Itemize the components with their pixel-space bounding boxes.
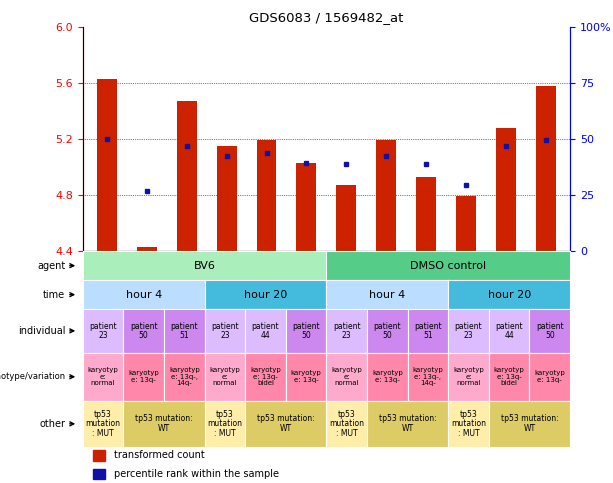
Text: tp53
mutation
: MUT: tp53 mutation : MUT — [86, 410, 121, 438]
Text: transformed count: transformed count — [115, 451, 205, 460]
Bar — [256, 140, 276, 251]
Bar — [93, 469, 105, 479]
Text: tp53 mutation:
WT: tp53 mutation: WT — [379, 414, 436, 433]
Text: other: other — [39, 419, 66, 429]
Text: patient
51: patient 51 — [170, 322, 198, 340]
Text: tp53 mutation:
WT: tp53 mutation: WT — [501, 414, 558, 433]
Text: karyotyp
e: 13q-: karyotyp e: 13q- — [535, 370, 565, 383]
Text: BV6: BV6 — [194, 261, 216, 270]
Text: karyotyp
e: 13q-,
14q-: karyotyp e: 13q-, 14q- — [413, 367, 443, 386]
Text: karyotyp
e: 13q-: karyotyp e: 13q- — [372, 370, 403, 383]
Bar — [93, 450, 105, 461]
Text: tp53
mutation
: MUT: tp53 mutation : MUT — [451, 410, 486, 438]
Title: GDS6083 / 1569482_at: GDS6083 / 1569482_at — [249, 11, 403, 24]
Text: patient
23: patient 23 — [333, 322, 360, 340]
Bar — [97, 79, 116, 251]
Text: patient
50: patient 50 — [130, 322, 158, 340]
Bar — [496, 128, 516, 251]
Text: patient
44: patient 44 — [252, 322, 280, 340]
Text: hour 4: hour 4 — [369, 290, 405, 299]
Bar — [137, 247, 157, 251]
Text: hour 20: hour 20 — [244, 290, 287, 299]
Text: karyotyp
e:
normal: karyotyp e: normal — [332, 367, 362, 386]
Text: patient
50: patient 50 — [373, 322, 401, 340]
Text: patient
23: patient 23 — [455, 322, 482, 340]
Bar — [216, 146, 237, 251]
Text: hour 4: hour 4 — [126, 290, 162, 299]
Bar — [376, 140, 397, 251]
Text: genotype/variation: genotype/variation — [0, 372, 66, 381]
Text: karyotyp
e:
normal: karyotyp e: normal — [88, 367, 118, 386]
Bar — [337, 185, 356, 251]
Text: karyotyp
e: 13q-: karyotyp e: 13q- — [128, 370, 159, 383]
Text: karyotyp
e: 13q-
bidel: karyotyp e: 13q- bidel — [494, 367, 525, 386]
Text: karyotyp
e: 13q-,
14q-: karyotyp e: 13q-, 14q- — [169, 367, 200, 386]
Text: DMSO control: DMSO control — [410, 261, 486, 270]
Text: patient
44: patient 44 — [495, 322, 523, 340]
Text: tp53 mutation:
WT: tp53 mutation: WT — [135, 414, 193, 433]
Text: tp53
mutation
: MUT: tp53 mutation : MUT — [329, 410, 364, 438]
Bar — [456, 197, 476, 251]
Text: tp53
mutation
: MUT: tp53 mutation : MUT — [207, 410, 242, 438]
Text: patient
23: patient 23 — [89, 322, 117, 340]
Text: karyotyp
e: 13q-
bidel: karyotyp e: 13q- bidel — [250, 367, 281, 386]
Text: karyotyp
e:
normal: karyotyp e: normal — [453, 367, 484, 386]
Bar — [536, 85, 556, 251]
Bar — [297, 163, 316, 251]
Text: karyotyp
e:
normal: karyotyp e: normal — [210, 367, 240, 386]
Text: patient
50: patient 50 — [292, 322, 320, 340]
Text: hour 20: hour 20 — [487, 290, 531, 299]
Text: patient
50: patient 50 — [536, 322, 563, 340]
Text: time: time — [44, 290, 66, 299]
Text: individual: individual — [18, 326, 66, 336]
Bar — [416, 177, 436, 251]
Bar — [177, 101, 197, 251]
Text: percentile rank within the sample: percentile rank within the sample — [115, 469, 280, 479]
Text: karyotyp
e: 13q-: karyotyp e: 13q- — [291, 370, 321, 383]
Text: patient
51: patient 51 — [414, 322, 442, 340]
Text: tp53 mutation:
WT: tp53 mutation: WT — [257, 414, 314, 433]
Text: patient
23: patient 23 — [211, 322, 238, 340]
Text: agent: agent — [37, 261, 66, 270]
